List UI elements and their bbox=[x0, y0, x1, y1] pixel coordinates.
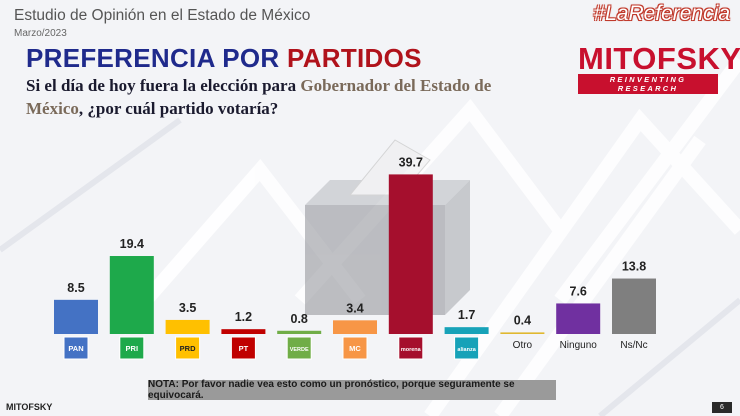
value-label-ninguno: 7.6 bbox=[570, 284, 587, 298]
party-logo-verde bbox=[286, 336, 312, 360]
question-part2: , ¿por cuál partido votaría? bbox=[78, 99, 279, 118]
hashtag: #LaReferencia bbox=[593, 2, 730, 25]
value-label-morena: 39.7 bbox=[399, 155, 423, 169]
party-logo-prd bbox=[175, 336, 201, 360]
bar-otro bbox=[500, 332, 545, 334]
party-logo-text-prd: PRD bbox=[180, 344, 196, 353]
page-number: 6 bbox=[712, 402, 732, 413]
value-label-mc: 3.4 bbox=[346, 301, 363, 315]
party-logo-pri bbox=[119, 336, 145, 360]
value-label-prd: 3.5 bbox=[179, 301, 196, 315]
party-logo-text-pt: PT bbox=[239, 344, 249, 353]
bar-pri bbox=[109, 256, 154, 334]
value-label-pan: 8.5 bbox=[67, 281, 84, 295]
bar-prd bbox=[165, 319, 210, 334]
party-logo-text-pri: PRI bbox=[126, 344, 139, 353]
bar-pan bbox=[54, 299, 98, 334]
question-highlight: Gobernador del Estado de México bbox=[26, 76, 492, 118]
x-label-otro: Otro bbox=[513, 340, 533, 351]
question-text: Si el día de hoy fuera la elección para … bbox=[26, 74, 496, 120]
footer-brand: MITOFSKY bbox=[6, 402, 53, 412]
party-logo-text-verde: VERDE bbox=[290, 347, 309, 353]
bar-verde bbox=[277, 330, 322, 334]
party-logo-text-mc: MC bbox=[349, 344, 361, 353]
disclaimer-note: NOTA: Por favor nadie vea esto como un p… bbox=[148, 379, 556, 401]
headline-part2: PARTIDOS bbox=[286, 43, 422, 73]
party-logo-pt bbox=[230, 336, 256, 360]
party-logo-pan bbox=[63, 336, 89, 360]
bar-mc bbox=[333, 320, 377, 334]
party-logo-nueva-alianza bbox=[454, 336, 480, 360]
brand-tagline: REINVENTING RESEARCH bbox=[578, 74, 718, 94]
party-logo-text-pan: PAN bbox=[68, 344, 83, 353]
survey-title: Estudio de Opinión en el Estado de Méxic… bbox=[14, 7, 311, 24]
x-label-ninguno: Ninguno bbox=[560, 340, 598, 351]
brand-name: MITOFSKY bbox=[578, 41, 740, 76]
party-logo-text-morena: morena bbox=[401, 347, 422, 353]
value-label-pri: 19.4 bbox=[120, 237, 144, 251]
value-label-pt: 1.2 bbox=[235, 310, 252, 324]
headline-part1: PREFERENCIA POR bbox=[26, 43, 287, 73]
value-label-nueva-alianza: 1.7 bbox=[458, 308, 475, 322]
bar-morena bbox=[388, 174, 433, 334]
party-logo-mc bbox=[342, 336, 368, 360]
question-part1: Si el día de hoy fuera la elección para bbox=[26, 76, 301, 95]
brand-logo: MITOFSKY REINVENTING RESEARCH bbox=[578, 41, 740, 94]
value-label-verde: 0.8 bbox=[291, 312, 308, 326]
survey-date: Marzo/2023 bbox=[14, 28, 67, 39]
x-label-ns-nc: Ns/Nc bbox=[620, 340, 647, 351]
bar-pt bbox=[221, 329, 266, 334]
bar-ns-nc bbox=[612, 278, 656, 334]
bar-nueva-alianza bbox=[444, 327, 489, 334]
party-logo-morena bbox=[398, 336, 424, 360]
value-label-ns-nc: 13.8 bbox=[622, 260, 646, 274]
value-label-otro: 0.4 bbox=[514, 313, 531, 327]
party-logo-text-nueva-alianza: alianza bbox=[457, 347, 476, 353]
headline: PREFERENCIA POR PARTIDOS bbox=[26, 43, 422, 74]
bar-ninguno bbox=[556, 303, 601, 334]
